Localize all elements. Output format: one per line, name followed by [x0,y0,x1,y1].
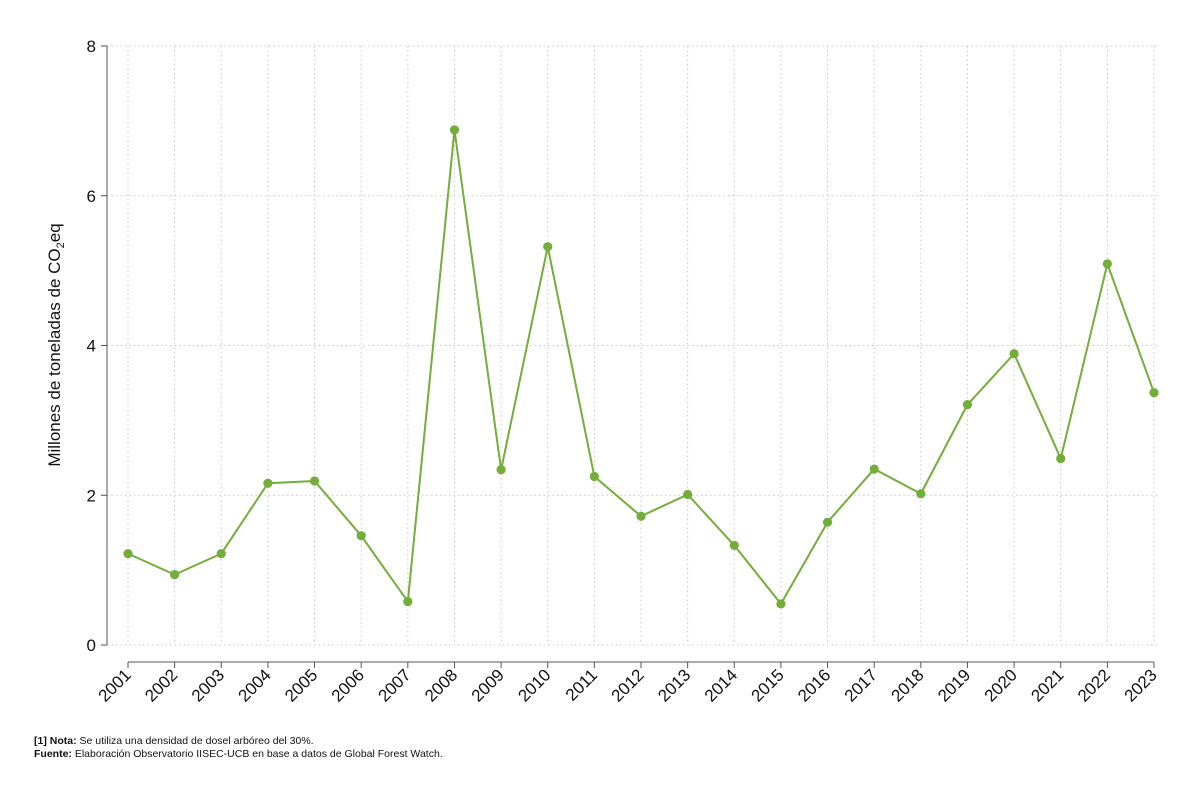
data-point [869,464,879,474]
data-point [1102,259,1112,269]
data-point [543,242,553,252]
data-point [263,478,273,488]
note-line: [1] Nota: Se utiliza una densidad de dos… [34,735,443,748]
x-tick-label: 2014 [701,665,741,705]
x-tick-label: 2010 [514,665,554,705]
x-tick-label: 2017 [841,665,881,705]
data-point [170,570,180,580]
x-tick-label: 2012 [608,665,648,705]
y-tick-label: 0 [87,636,96,655]
x-tick-label: 2022 [1074,665,1114,705]
x-tick-label: 2006 [328,665,368,705]
data-point [1009,349,1019,359]
data-point [962,400,973,410]
x-tick-label: 2016 [794,665,834,705]
x-tick-label: 2004 [235,665,275,705]
data-point [123,549,133,559]
footnotes: [1] Nota: Se utiliza una densidad de dos… [34,735,443,761]
data-point [589,471,599,482]
note-text: Se utiliza una densidad de dosel arbóreo… [76,735,314,747]
x-tick-label: 2021 [1027,665,1067,705]
source-line: Fuente: Elaboración Observatorio IISEC-U… [34,748,443,761]
point-layer [123,125,1159,609]
y-axis-title: Millones de toneladas de CO2eq [45,223,67,466]
x-tick-label: 2003 [188,665,228,705]
x-tick-label: 2015 [748,665,788,705]
y-tick-label: 4 [87,337,96,356]
y-axis-title-suffix: eq [45,223,64,242]
note-label: [1] Nota: [34,735,77,747]
x-tick-label: 2005 [281,665,321,705]
x-tick-label: 2019 [934,665,974,705]
x-tick-label: 2020 [981,665,1021,705]
data-point [822,517,833,527]
y-axis-title-prefix: Millones de toneladas de CO [45,248,64,466]
x-tick-label: 2008 [421,665,461,705]
x-tick-label: 2011 [562,665,601,704]
data-point [449,125,460,135]
x-tick-label: 2018 [887,665,927,705]
x-tick-label: 2002 [141,665,181,705]
data-point [636,511,646,521]
axis-layer: 0 2 4 6 8 2001 2002 2003 2004 2005 2006 2007 2008 200… [87,37,1161,706]
source-text: Elaboración Observatorio IISEC-UCB en ba… [71,748,443,760]
x-tick-label: 2007 [374,665,414,705]
y-tick-label: 6 [87,187,96,206]
x-tick-label: 2001 [95,665,135,705]
data-point [403,596,413,607]
y-axis-title-subscript: 2 [55,242,67,248]
data-point [683,489,693,500]
line-chart: 0 2 4 6 8 2001 2002 2003 2004 2005 2006 2007 2008 200… [45,37,1161,706]
y-tick-label: 2 [87,486,96,505]
data-point [729,540,739,551]
source-label: Fuente: [34,748,72,760]
x-tick-label: 2009 [468,665,508,705]
x-tick-label: 2013 [654,665,694,705]
data-point [776,599,786,609]
y-tick-label: 8 [87,37,96,56]
data-point [356,531,366,541]
data-point [309,476,320,486]
data-point [216,549,226,559]
grid-layer [107,45,1158,646]
data-point [1056,453,1066,464]
x-tick-label: 2023 [1121,665,1161,705]
data-point [1149,388,1159,398]
data-point [496,465,506,475]
data-point [916,489,926,499]
